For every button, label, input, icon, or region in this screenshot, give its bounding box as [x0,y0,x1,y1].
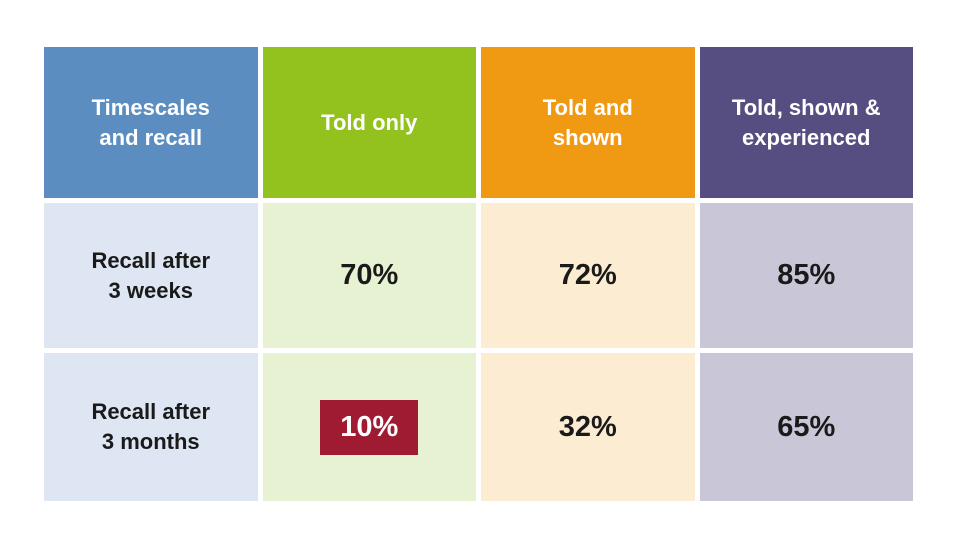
recall-table: Timescales and recall Told only Told and… [44,47,913,502]
header-label-timescales-and-recall: Timescales and recall [91,94,210,150]
value-cell-told-only-3-months: 10% [262,353,476,501]
row-label-cell-3-months: Recall after 3 months [44,353,258,501]
value-cell-told-shown-experienced-3-months: 65% [699,353,913,501]
header-cell-told-and-shown: Told and shown [481,47,695,198]
value-cell-told-and-shown-3-months: 32% [481,353,695,501]
row-label-3-weeks: Recall after 3 weeks [91,247,211,303]
header-label-told-shown-experienced: Told, shown & experienced [731,94,881,150]
value-told-shown-experienced-3-weeks: 85% [777,259,836,291]
highlight-value-told-only-3-months: 10% [320,399,419,455]
header-cell-timescales-and-recall: Timescales and recall [44,47,258,198]
value-told-only-3-weeks: 70% [340,259,399,291]
value-told-and-shown-3-weeks: 72% [558,259,617,291]
row-label-3-months: Recall after 3 months [91,399,211,454]
header-cell-told-only: Told only [262,47,476,198]
value-cell-told-shown-experienced-3-weeks: 85% [699,203,913,348]
header-label-told-and-shown: Told and shown [542,94,633,150]
value-cell-told-and-shown-3-weeks: 72% [481,203,695,348]
header-label-told-only: Told only [321,109,418,135]
value-told-and-shown-3-months: 32% [558,410,617,443]
row-label-cell-3-weeks: Recall after 3 weeks [44,203,258,348]
value-told-shown-experienced-3-months: 65% [777,410,836,443]
value-cell-told-only-3-weeks: 70% [262,203,476,348]
header-cell-told-shown-experienced: Told, shown & experienced [699,47,913,198]
